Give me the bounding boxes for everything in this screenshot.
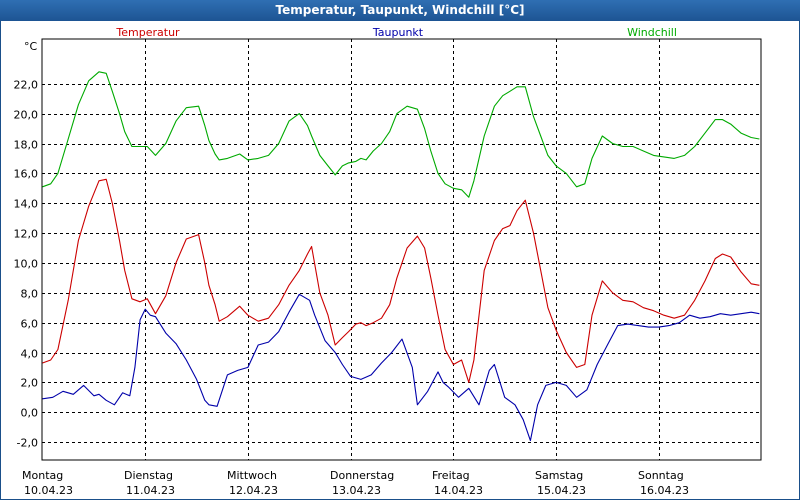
y-tick-label: 0,0	[21, 407, 39, 420]
x-tick-day-label: Dienstag	[124, 469, 173, 482]
y-tick-label: 12,0	[14, 228, 39, 241]
y-axis-unit-label: °C	[24, 40, 38, 53]
legend-windchill: Windchill	[627, 26, 677, 39]
series-lines	[42, 71, 760, 442]
y-tick-label: 10,0	[14, 258, 39, 271]
y-tick-label: 6,0	[21, 318, 39, 331]
y-tick-label: 16,0	[14, 168, 39, 181]
series-line-taupunkt	[42, 293, 760, 442]
series-line-temperatur	[42, 178, 760, 383]
y-axis-ticks: 22,0 20,0 18,0 16,0 14,0 12,0 10,0 8,0 6,0 4,0 2,0…	[14, 79, 39, 450]
series-line-windchill	[42, 71, 760, 198]
y-tick-label: 22,0	[14, 79, 39, 92]
x-tick-date-label: 16.04.23	[640, 484, 689, 497]
x-tick-date-label: 10.04.23	[24, 484, 73, 497]
y-tick-label: 14,0	[14, 198, 39, 211]
x-tick-date-label: 13.04.23	[332, 484, 381, 497]
y-tick-label: -2,0	[17, 437, 38, 450]
y-tick-label: 4,0	[21, 348, 39, 361]
x-tick-day-label: Montag	[22, 469, 63, 482]
plot-area	[41, 38, 762, 461]
legend-temperatur: Temperatur	[115, 26, 180, 39]
legend-taupunkt: Taupunkt	[372, 26, 424, 39]
x-tick-date-label: 15.04.23	[537, 484, 586, 497]
x-tick-day-label: Sonntag	[638, 469, 684, 482]
x-tick-day-label: Freitag	[432, 469, 470, 482]
x-tick-day-label: Samstag	[535, 469, 583, 482]
chart-title: Temperatur, Taupunkt, Windchill [°C]	[0, 0, 800, 21]
y-tick-label: 18,0	[14, 139, 39, 152]
x-tick-date-label: 11.04.23	[126, 484, 175, 497]
x-tick-date-label: 12.04.23	[229, 484, 278, 497]
grid-lines	[42, 39, 761, 460]
y-tick-label: 8,0	[21, 288, 39, 301]
x-tick-day-label: Mittwoch	[227, 469, 277, 482]
y-tick-label: 20,0	[14, 109, 39, 122]
x-axis-ticks: Montag 10.04.23 Dienstag 11.04.23 Mittwoch 12…	[22, 469, 689, 497]
y-tick-label: 2,0	[21, 377, 39, 390]
x-tick-date-label: 14.04.23	[434, 484, 483, 497]
x-tick-day-label: Donnerstag	[330, 469, 394, 482]
